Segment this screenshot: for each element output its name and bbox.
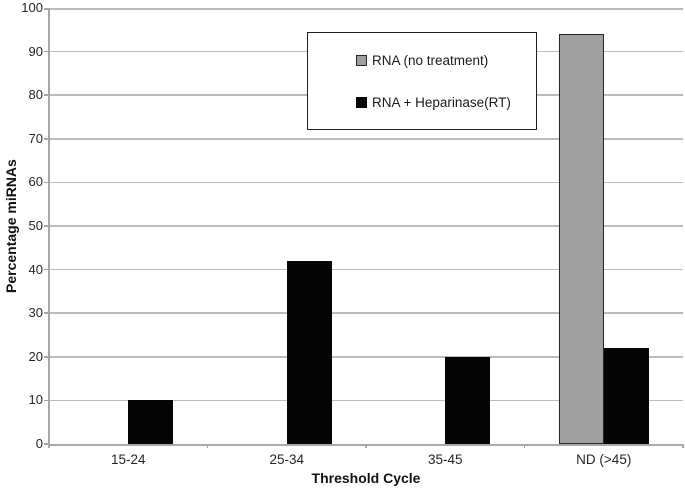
gridline (49, 268, 683, 271)
gridline (49, 225, 683, 227)
gridline (49, 356, 683, 358)
x-axis-tick (523, 444, 526, 448)
y-tick-label: 10 (28, 392, 43, 408)
y-axis-line (48, 8, 50, 445)
y-tick-label: 20 (28, 348, 43, 364)
legend-swatch-black-icon (356, 96, 367, 108)
gridline (49, 312, 683, 314)
y-tick-label: 30 (28, 305, 43, 321)
gridline (49, 399, 683, 402)
gridline (49, 138, 683, 140)
gridline (49, 8, 683, 10)
y-axis-tick (44, 399, 49, 402)
y-axis-tick (44, 181, 49, 184)
y-axis-tick (44, 138, 49, 140)
x-axis-title: Threshold Cycle (311, 470, 421, 486)
x-axis-tick (206, 444, 209, 448)
bar-rna-heparinase-rt (603, 348, 649, 444)
x-category-label: ND (>45) (576, 452, 632, 467)
x-axis-tick (682, 444, 684, 448)
x-axis-tick (365, 444, 367, 448)
legend-item-rna-heparinase: RNA + Heparinase(RT) (356, 95, 530, 110)
bar-rna-heparinase-rt (128, 400, 174, 444)
bar-rna-heparinase-rt (445, 356, 491, 444)
y-axis-tick (44, 443, 49, 445)
y-axis-tick (44, 8, 49, 10)
legend-swatch-gray-icon (356, 54, 367, 66)
x-category-label: 15-24 (110, 452, 146, 467)
y-axis-tick (44, 94, 49, 96)
y-axis-tick (44, 268, 49, 271)
legend: RNA (no treatment) RNA + Heparinase(RT) (307, 32, 537, 130)
y-tick-label: 40 (28, 261, 43, 277)
y-axis-tick (44, 312, 49, 314)
y-axis-tick (44, 225, 49, 227)
x-category-label: 35-45 (427, 452, 463, 467)
bar-rna-no-treatment (558, 34, 604, 444)
y-tick-label: 90 (28, 43, 43, 59)
y-tick-label: 50 (28, 218, 43, 233)
y-tick-label: 60 (28, 174, 43, 190)
legend-label: RNA (no treatment) (372, 52, 489, 68)
gridline (49, 181, 683, 184)
x-axis-tick (48, 444, 50, 448)
y-axis-tick (44, 356, 49, 358)
legend-label: RNA + Heparinase(RT) (372, 94, 511, 110)
legend-item-rna-no-treatment: RNA (no treatment) (356, 53, 530, 68)
y-tick-label: 100 (21, 0, 43, 15)
y-tick-label: 80 (28, 87, 43, 103)
x-category-label: 25-34 (269, 452, 305, 467)
x-axis-line (48, 443, 684, 446)
bar-rna-heparinase-rt (286, 260, 332, 444)
y-tick-label: 70 (28, 130, 43, 146)
y-tick-label: 0 (35, 436, 43, 451)
y-axis-tick (44, 50, 49, 53)
